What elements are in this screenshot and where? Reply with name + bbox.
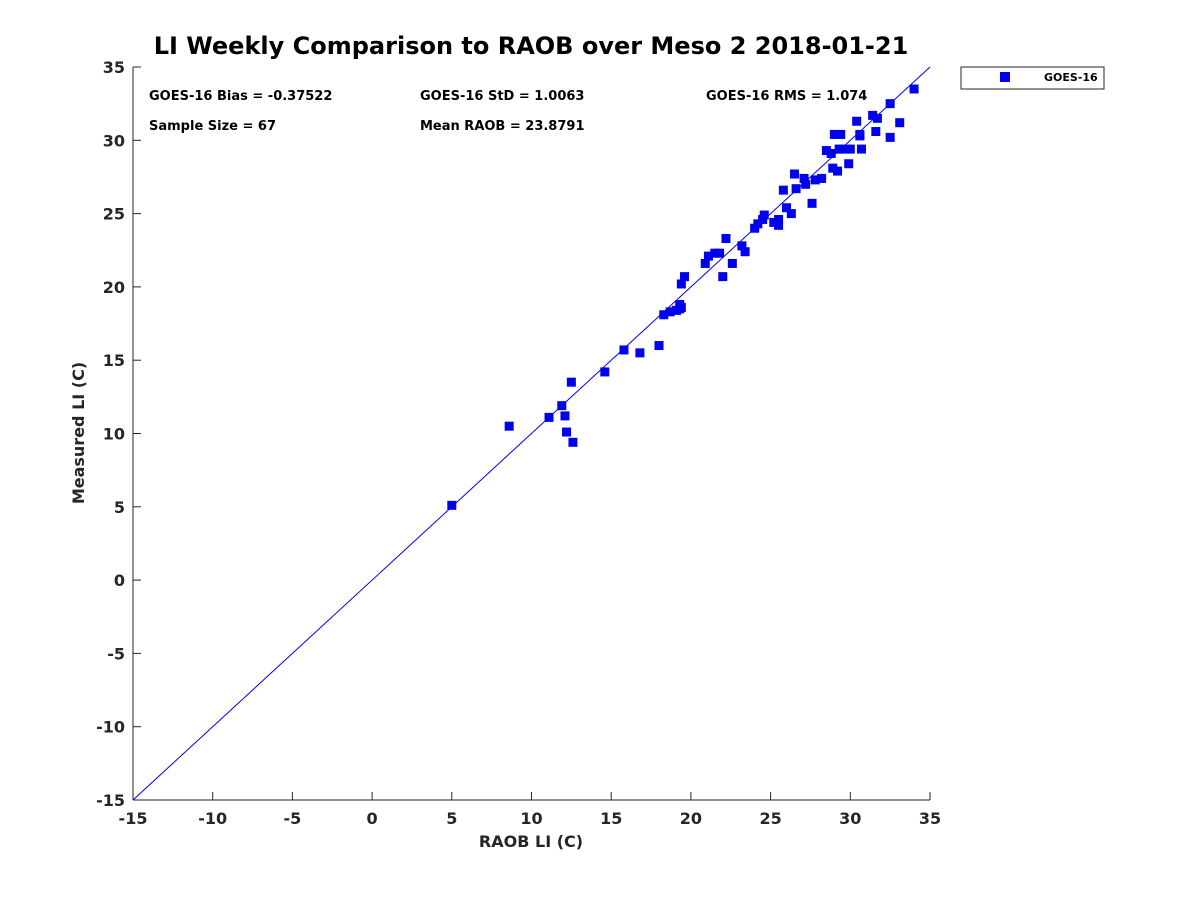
stat-mean-raob: Mean RAOB = 23.8791	[420, 119, 585, 134]
data-point	[778, 185, 788, 195]
data-point	[619, 345, 629, 355]
data-point	[665, 307, 675, 317]
y-tick-label: 25	[103, 205, 125, 224]
data-point	[727, 258, 737, 268]
data-point	[833, 166, 843, 176]
data-point	[769, 217, 779, 227]
data-point	[557, 401, 567, 411]
data-point	[544, 412, 554, 422]
x-tick-label: 35	[919, 809, 941, 828]
data-point	[885, 99, 895, 109]
data-point	[872, 113, 882, 123]
data-point	[782, 203, 792, 213]
data-point	[715, 248, 725, 258]
data-point	[828, 163, 838, 173]
data-point	[737, 241, 747, 251]
data-point	[740, 247, 750, 257]
data-point	[799, 173, 809, 183]
y-tick-label: 15	[103, 351, 125, 370]
data-point	[844, 159, 854, 169]
legend: GOES-16	[960, 66, 1105, 90]
y-tick-label: 20	[103, 278, 125, 297]
y-tick-label: 5	[114, 498, 125, 517]
data-point	[774, 214, 784, 224]
data-point	[774, 220, 784, 230]
data-point	[659, 310, 669, 320]
plot-area: -15 -10 -5 0 5 10 15 20 25 30 35 -15 -10 -5 0 5 10 15 20 25…	[96, 58, 941, 828]
chart-title: LI Weekly Comparison to RAOB over Meso 2…	[154, 32, 909, 60]
data-point	[680, 272, 690, 282]
data-point	[829, 129, 839, 139]
stat-rms: GOES-16 RMS = 1.074	[706, 89, 867, 104]
x-tick-label: 10	[520, 809, 542, 828]
data-point	[845, 144, 855, 154]
data-point	[801, 179, 811, 189]
x-tick-label: -5	[284, 809, 302, 828]
stat-std: GOES-16 StD = 1.0063	[420, 89, 584, 104]
data-point	[635, 348, 645, 358]
data-point	[868, 110, 878, 120]
x-tick-label: -15	[119, 809, 148, 828]
data-point	[721, 234, 731, 244]
data-point	[568, 437, 578, 447]
x-tick-label: 30	[839, 809, 861, 828]
data-point	[504, 421, 514, 431]
data-point	[791, 184, 801, 194]
x-axis-label: RAOB LI (C)	[479, 832, 583, 851]
stat-sample-size: Sample Size = 67	[149, 119, 276, 134]
legend-marker-goes-16	[1000, 72, 1010, 82]
data-point	[703, 251, 713, 261]
data-point	[786, 209, 796, 219]
data-point	[852, 116, 862, 126]
data-point	[700, 258, 710, 268]
data-point	[895, 118, 905, 128]
data-point	[600, 367, 610, 377]
y-tick-label: 0	[114, 571, 125, 590]
data-point	[676, 279, 686, 289]
y-tick-label: 35	[103, 58, 125, 77]
data-point	[817, 173, 827, 183]
data-point	[807, 198, 817, 208]
data-point	[885, 132, 895, 142]
data-point	[909, 84, 919, 94]
data-point	[839, 144, 849, 154]
x-tick-label: 5	[446, 809, 457, 828]
data-point	[759, 210, 769, 220]
data-point	[836, 129, 846, 139]
data-point	[821, 146, 831, 156]
y-tick-label: 10	[103, 425, 125, 444]
x-tick-label: 20	[680, 809, 702, 828]
legend-label-goes-16: GOES-16	[1044, 71, 1098, 84]
y-tick-label: -5	[107, 644, 125, 663]
data-point	[826, 148, 836, 158]
y-tick-label: -10	[96, 718, 125, 737]
data-point	[710, 248, 720, 258]
y-tick-label: -15	[96, 791, 125, 810]
x-tick-label: 25	[759, 809, 781, 828]
data-point	[871, 127, 881, 137]
data-point	[856, 144, 866, 154]
x-tick-label: -10	[198, 809, 227, 828]
data-point	[654, 341, 664, 351]
one-to-one-line	[132, 66, 931, 801]
data-point	[834, 144, 844, 154]
y-tick-label: 30	[103, 131, 125, 150]
legend-box	[960, 66, 1105, 90]
data-point	[562, 427, 572, 437]
data-point	[718, 272, 728, 282]
data-point	[790, 169, 800, 179]
x-tick-label: 15	[600, 809, 622, 828]
data-point	[855, 129, 865, 139]
x-tick-label: 0	[367, 809, 378, 828]
stat-bias: GOES-16 Bias = -0.37522	[149, 89, 332, 104]
data-point	[447, 500, 457, 510]
data-point	[560, 411, 570, 421]
data-point	[753, 219, 763, 229]
data-point	[810, 175, 820, 185]
y-axis-label: Measured LI (C)	[69, 362, 88, 504]
data-point	[676, 302, 686, 312]
data-point	[566, 377, 576, 387]
